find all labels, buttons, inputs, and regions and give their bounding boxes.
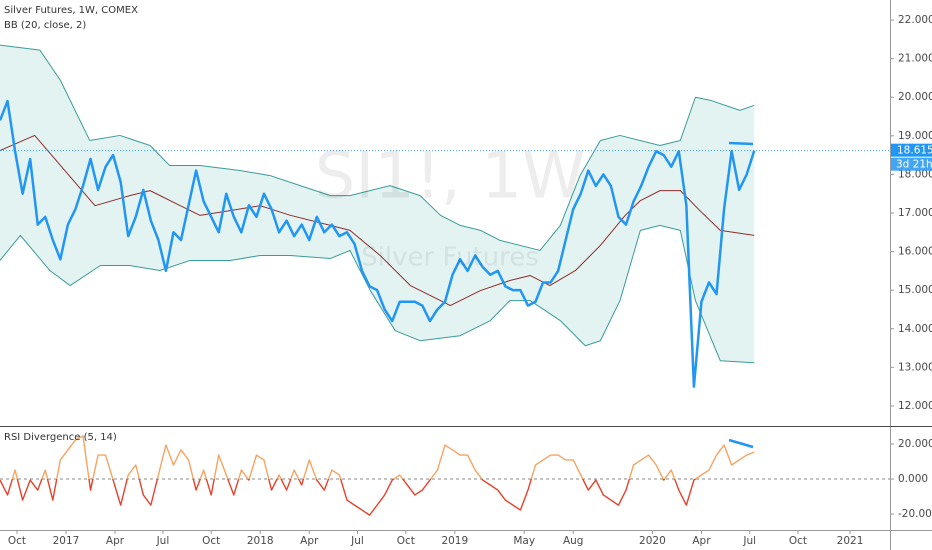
band-line [0, 224, 755, 364]
x-tick-label: 2018 [247, 535, 274, 547]
trend-annotation [728, 438, 754, 449]
chart-title: Silver Futures, 1W, COMEX [4, 5, 138, 16]
y-tick-label: 12.000 [898, 400, 932, 412]
band-fill [0, 45, 755, 363]
y-tick-label: 18.000 [898, 168, 932, 180]
watermark: SI1!, 1W [315, 140, 586, 214]
last-price-box [891, 143, 932, 157]
rsi-title: RSI Divergence (5, 14) [4, 432, 117, 443]
y-tick-label: 20.000 [898, 438, 932, 450]
price-line [0, 99, 756, 388]
x-tick-label: 2021 [837, 535, 864, 547]
x-tick-label: Apr [300, 535, 319, 547]
x-tick-label: 2017 [53, 535, 80, 547]
background-layer [0, 44, 890, 480]
countdown-box [891, 157, 932, 171]
y-tick-label: -20.000 [898, 508, 932, 520]
y-tick-label: 19.000 [898, 130, 932, 142]
x-tick-label: Apr [106, 535, 125, 547]
trend-annotation [728, 141, 754, 146]
y-tick-label: 17.000 [898, 207, 932, 219]
x-tick-label: 2019 [441, 535, 468, 547]
y-tick-label: 16.000 [898, 246, 932, 258]
x-tick-label: Oct [397, 535, 415, 547]
x-tick-label: Oct [202, 535, 220, 547]
last-price-label: 18.615 [897, 145, 932, 157]
watermark-sub: Silver Futures [361, 243, 539, 273]
x-tick-label: Apr [692, 535, 711, 547]
rsi-line [0, 435, 755, 516]
y-tick-label: 13.000 [898, 361, 932, 373]
x-tick-label: 2020 [639, 535, 666, 547]
indicator-label: BB (20, close, 2) [4, 20, 86, 31]
x-tick-label: May [513, 535, 535, 547]
countdown-label: 3d 21h [896, 159, 932, 171]
marks-layer [0, 99, 756, 516]
y-tick-label: 15.000 [898, 284, 932, 296]
x-tick-label: Aug [563, 535, 584, 547]
band-line [0, 44, 755, 251]
x-tick-label: Jul [350, 535, 364, 547]
x-tick-label: Jul [742, 535, 756, 547]
y-tick-label: 14.000 [898, 323, 932, 335]
x-tick-label: Oct [8, 535, 26, 547]
y-tick-label: 20.000 [898, 91, 932, 103]
x-tick-label: Oct [789, 535, 807, 547]
band-line [0, 134, 755, 307]
y-tick-label: 0.000 [898, 473, 928, 485]
y-tick-label: 22.000 [898, 14, 932, 26]
x-tick-label: Jul [156, 535, 170, 547]
y-tick-label: 21.000 [898, 53, 932, 65]
